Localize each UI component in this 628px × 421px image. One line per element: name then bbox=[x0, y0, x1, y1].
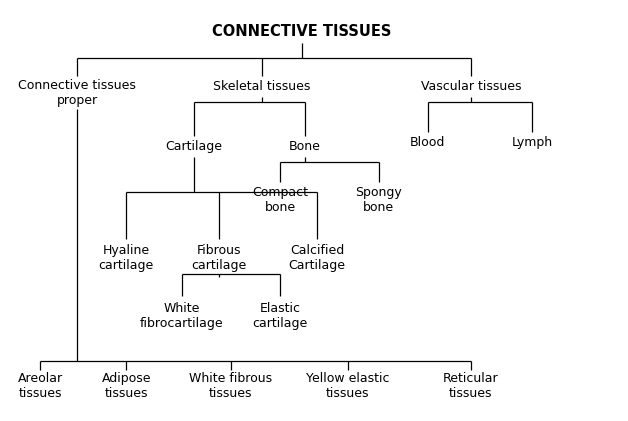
Text: Spongy
bone: Spongy bone bbox=[355, 186, 402, 214]
Text: Lymph: Lymph bbox=[512, 136, 553, 149]
Text: Cartilage: Cartilage bbox=[166, 140, 222, 153]
Text: Vascular tissues: Vascular tissues bbox=[421, 80, 521, 93]
Text: Reticular
tissues: Reticular tissues bbox=[443, 372, 499, 400]
Text: Areolar
tissues: Areolar tissues bbox=[18, 372, 63, 400]
Text: Adipose
tissues: Adipose tissues bbox=[102, 372, 151, 400]
Text: Skeletal tissues: Skeletal tissues bbox=[213, 80, 310, 93]
Text: CONNECTIVE TISSUES: CONNECTIVE TISSUES bbox=[212, 24, 391, 39]
Text: Fibrous
cartilage: Fibrous cartilage bbox=[191, 244, 246, 272]
Text: Hyaline
cartilage: Hyaline cartilage bbox=[99, 244, 154, 272]
Text: Blood: Blood bbox=[410, 136, 445, 149]
Text: White
fibrocartilage: White fibrocartilage bbox=[140, 302, 224, 330]
Text: Compact
bone: Compact bone bbox=[252, 186, 308, 214]
Text: Connective tissues
proper: Connective tissues proper bbox=[18, 79, 136, 107]
Text: Bone: Bone bbox=[289, 140, 321, 153]
Text: White fibrous
tissues: White fibrous tissues bbox=[190, 372, 273, 400]
Text: Yellow elastic
tissues: Yellow elastic tissues bbox=[306, 372, 389, 400]
Text: Elastic
cartilage: Elastic cartilage bbox=[252, 302, 308, 330]
Text: Calcified
Cartilage: Calcified Cartilage bbox=[289, 244, 345, 272]
